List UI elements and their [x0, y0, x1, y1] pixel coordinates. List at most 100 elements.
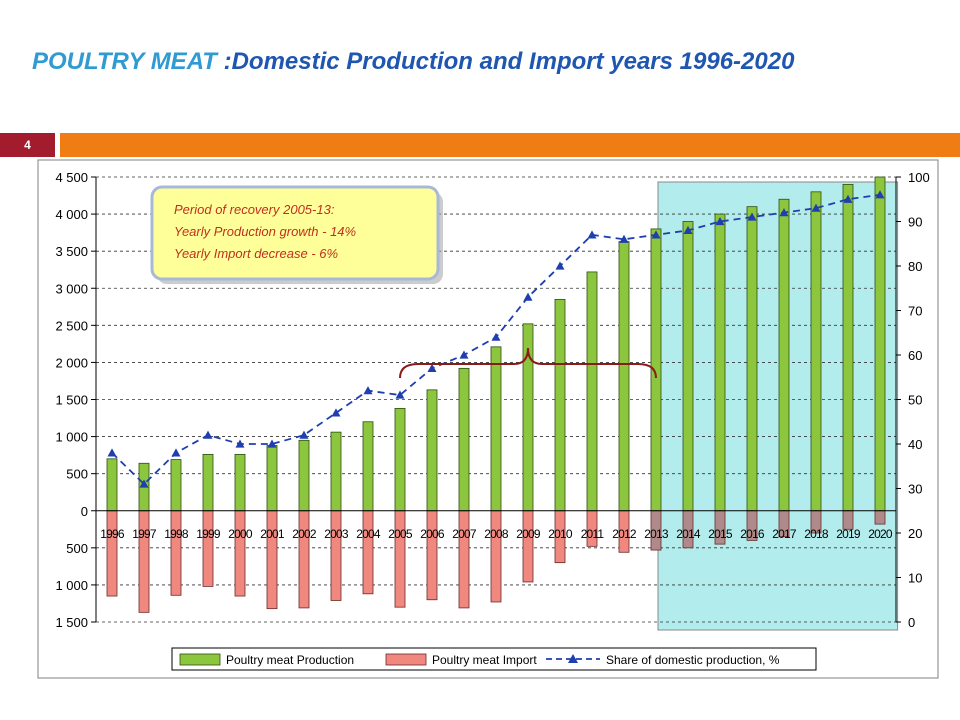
import-bar [458, 510, 470, 609]
import-bar [330, 510, 342, 601]
x-tick-label: 2007 [452, 527, 477, 541]
production-bar [618, 241, 630, 512]
share-point [843, 194, 853, 203]
right-tick-label: 20 [908, 526, 922, 541]
import-bar [394, 510, 406, 608]
import-bar [874, 510, 886, 525]
right-tick-label: 30 [908, 482, 922, 497]
left-tick-label: 1 000 [55, 578, 88, 593]
x-tick-label: 2017 [772, 527, 797, 541]
production-bar [842, 184, 854, 512]
x-tick-label: 2004 [356, 527, 381, 541]
right-tick-label: 90 [908, 215, 922, 230]
share-point [395, 390, 405, 399]
production-bar [554, 298, 566, 512]
production-bar [746, 206, 758, 512]
note-line: Period of recovery 2005-13: [174, 202, 335, 217]
share-point [747, 212, 757, 221]
share-point [779, 208, 789, 217]
x-tick-label: 2011 [581, 527, 605, 541]
x-tick-label: 2009 [516, 527, 541, 541]
right-tick-label: 10 [908, 571, 922, 586]
header-band [60, 133, 960, 157]
left-tick-label: 4 000 [55, 207, 88, 222]
x-tick-label: 2016 [740, 527, 765, 541]
left-tick-label: 0 [81, 504, 88, 519]
left-tick-label: 1 500 [55, 615, 88, 630]
right-tick-label: 50 [908, 393, 922, 408]
x-tick-label: 2005 [388, 527, 413, 541]
left-tick-label: 1 500 [55, 393, 88, 408]
share-point [651, 230, 661, 239]
slide-number-badge: 4 [0, 133, 55, 157]
share-point [427, 363, 437, 372]
x-tick-label: 2019 [836, 527, 861, 541]
share-point [203, 430, 213, 439]
share-point [363, 386, 373, 395]
legend-box [171, 647, 817, 671]
share-point [267, 439, 277, 448]
x-tick-label: 2015 [708, 527, 733, 541]
share-point [683, 225, 693, 234]
right-tick-label: 80 [908, 259, 922, 274]
production-bar [170, 459, 182, 512]
note-line: Yearly Production growth - 14% [174, 224, 356, 239]
production-bar [362, 421, 374, 512]
production-bar [330, 431, 342, 512]
import-bar [298, 510, 310, 609]
production-bar [106, 458, 118, 512]
production-bar [714, 213, 726, 512]
legend-label-share: Share of domestic production, % [606, 653, 780, 667]
left-tick-label: 500 [66, 541, 88, 556]
import-bar [490, 510, 502, 603]
note-line: Yearly Import decrease - 6% [174, 246, 338, 261]
import-bar [202, 510, 214, 587]
import-bar [170, 510, 182, 596]
share-point [619, 234, 629, 243]
right-tick-label: 40 [908, 437, 922, 452]
x-tick-label: 1997 [132, 527, 157, 541]
x-tick-label: 2010 [548, 527, 573, 541]
production-bar [490, 346, 502, 512]
note-box [150, 185, 440, 281]
production-bar [586, 271, 598, 512]
left-tick-label: 3 000 [55, 281, 88, 296]
recovery-brace [399, 347, 657, 379]
page-title: POULTRY MEAT :Domestic Production and Im… [32, 48, 794, 76]
share-point [171, 448, 181, 457]
share-point [555, 261, 565, 270]
legend-swatch-import [385, 653, 427, 666]
x-tick-label: 2003 [324, 527, 349, 541]
production-bar [266, 445, 278, 512]
share-point [875, 190, 885, 199]
share-point [459, 350, 469, 359]
left-tick-label: 3 500 [55, 244, 88, 259]
x-tick-label: 1998 [164, 527, 189, 541]
share-point [715, 217, 725, 226]
highlight-region [657, 181, 899, 631]
share-point [523, 292, 533, 301]
title-rest: :Domestic Production and Import years 19… [223, 48, 795, 75]
share-point [331, 408, 341, 417]
x-tick-label: 2020 [868, 527, 893, 541]
x-tick-label: 2000 [228, 527, 253, 541]
share-point [299, 430, 309, 439]
production-bar [778, 198, 790, 512]
x-tick-label: 2018 [804, 527, 829, 541]
share-point [491, 332, 501, 341]
x-tick-label: 1996 [100, 527, 125, 541]
left-tick-label: 500 [66, 467, 88, 482]
legend-label-production: Poultry meat Production [226, 653, 354, 667]
legend-label-import: Poultry meat Import [432, 653, 537, 667]
x-tick-label: 2002 [292, 527, 317, 541]
x-tick-label: 2008 [484, 527, 509, 541]
left-tick-label: 4 500 [55, 170, 88, 185]
import-bar [234, 510, 246, 597]
production-bar [426, 389, 438, 512]
legend-swatch-share-marker [568, 654, 578, 663]
x-tick-label: 2012 [612, 527, 637, 541]
x-tick-label: 1999 [196, 527, 221, 541]
x-tick-label: 2013 [644, 527, 669, 541]
right-tick-label: 70 [908, 304, 922, 319]
